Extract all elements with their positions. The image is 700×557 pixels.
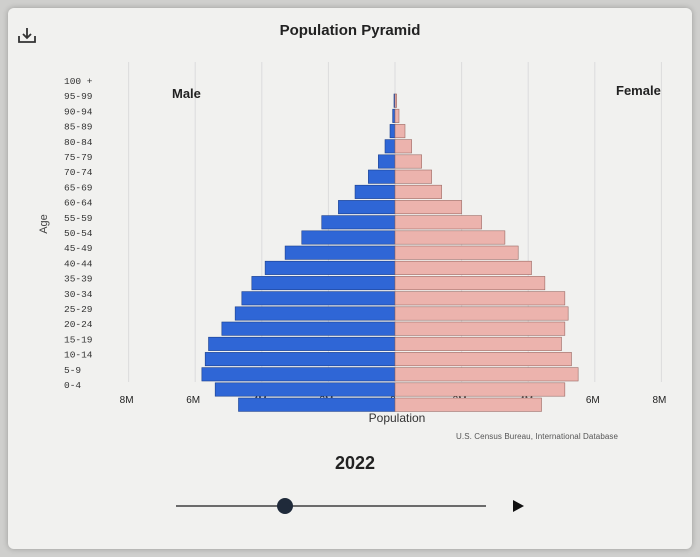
bar-female xyxy=(394,276,546,291)
x-tick-label: 8M xyxy=(120,395,134,406)
bar-female xyxy=(394,139,412,154)
bar-male xyxy=(384,139,396,154)
x-axis-label: Population xyxy=(369,411,426,425)
age-tick-label: 35-39 xyxy=(64,274,93,285)
age-tick-label: 40-44 xyxy=(64,258,93,269)
bar-male xyxy=(221,321,396,336)
bar-male xyxy=(214,382,396,397)
bar-female xyxy=(394,336,562,351)
y-axis-label: Age xyxy=(38,214,50,234)
bar-female xyxy=(394,93,397,108)
age-tick-label: 30-34 xyxy=(64,289,93,300)
age-tick-label: 5-9 xyxy=(64,365,81,376)
age-tick-label: 45-49 xyxy=(64,243,93,254)
year-label: 2022 xyxy=(334,453,376,473)
year-slider[interactable] xyxy=(176,496,486,516)
age-tick-label: 85-89 xyxy=(64,122,93,133)
bar-male xyxy=(368,169,396,184)
age-tick-label: 95-99 xyxy=(64,91,93,102)
bar-male xyxy=(389,124,396,139)
age-tick-label: 100 + xyxy=(64,76,93,87)
x-tick-label: 6M xyxy=(186,395,200,406)
age-tick-label: 15-19 xyxy=(64,334,93,345)
bar-female xyxy=(394,124,406,139)
age-tick-label: 90-94 xyxy=(64,106,93,117)
legend-male: Male xyxy=(172,86,201,101)
bar-male xyxy=(201,367,396,382)
bar-male xyxy=(234,306,396,321)
bar-female xyxy=(394,215,482,230)
bar-male xyxy=(238,397,396,412)
x-tick-label: 6M xyxy=(586,395,600,406)
bar-male xyxy=(354,184,396,199)
bar-male xyxy=(264,260,396,275)
bar-female xyxy=(394,397,542,412)
source-note: U.S. Census Bureau, International Databa… xyxy=(456,432,619,441)
play-button[interactable] xyxy=(511,499,525,513)
bar-female xyxy=(394,200,462,215)
chart-title: Population Pyramid xyxy=(279,22,421,39)
bar-male xyxy=(321,215,396,230)
bar-female xyxy=(394,260,532,275)
age-tick-label: 10-14 xyxy=(64,350,93,361)
bar-male xyxy=(208,336,396,351)
bar-male xyxy=(392,108,396,123)
x-tick-label: 8M xyxy=(652,395,666,406)
bar-male xyxy=(204,352,396,367)
bar-female xyxy=(394,352,572,367)
bar-male xyxy=(284,245,396,260)
bar-female xyxy=(394,382,566,397)
download-button[interactable] xyxy=(14,22,40,48)
bar-female xyxy=(394,306,569,321)
bar-male xyxy=(338,200,396,215)
age-tick-label: 65-69 xyxy=(64,182,93,193)
age-tick-label: 80-84 xyxy=(64,137,93,148)
bar-female xyxy=(394,321,566,336)
play-icon xyxy=(513,500,524,512)
bar-female xyxy=(394,367,579,382)
age-tick-label: 60-64 xyxy=(64,198,93,209)
bar-male xyxy=(251,276,396,291)
bar-male xyxy=(378,154,396,169)
age-tick-label: 50-54 xyxy=(64,228,93,239)
bar-female xyxy=(394,108,400,123)
bar-female xyxy=(394,184,442,199)
age-tick-label: 70-74 xyxy=(64,167,93,178)
legend-female: Female xyxy=(616,83,661,98)
slider-thumb[interactable] xyxy=(276,498,293,514)
age-tick-label: 55-59 xyxy=(64,213,93,224)
slider-track xyxy=(176,505,486,507)
bar-male xyxy=(241,291,396,306)
bar-female xyxy=(394,154,422,169)
bar-female xyxy=(394,245,519,260)
bar-male xyxy=(301,230,396,245)
bar-female xyxy=(394,291,566,306)
bar-female xyxy=(394,230,506,245)
age-tick-label: 25-29 xyxy=(64,304,93,315)
age-tick-label: 0-4 xyxy=(64,380,81,391)
age-tick-label: 75-79 xyxy=(64,152,93,163)
age-tick-label: 20-24 xyxy=(64,319,93,330)
bar-female xyxy=(394,169,432,184)
download-icon xyxy=(18,28,36,43)
